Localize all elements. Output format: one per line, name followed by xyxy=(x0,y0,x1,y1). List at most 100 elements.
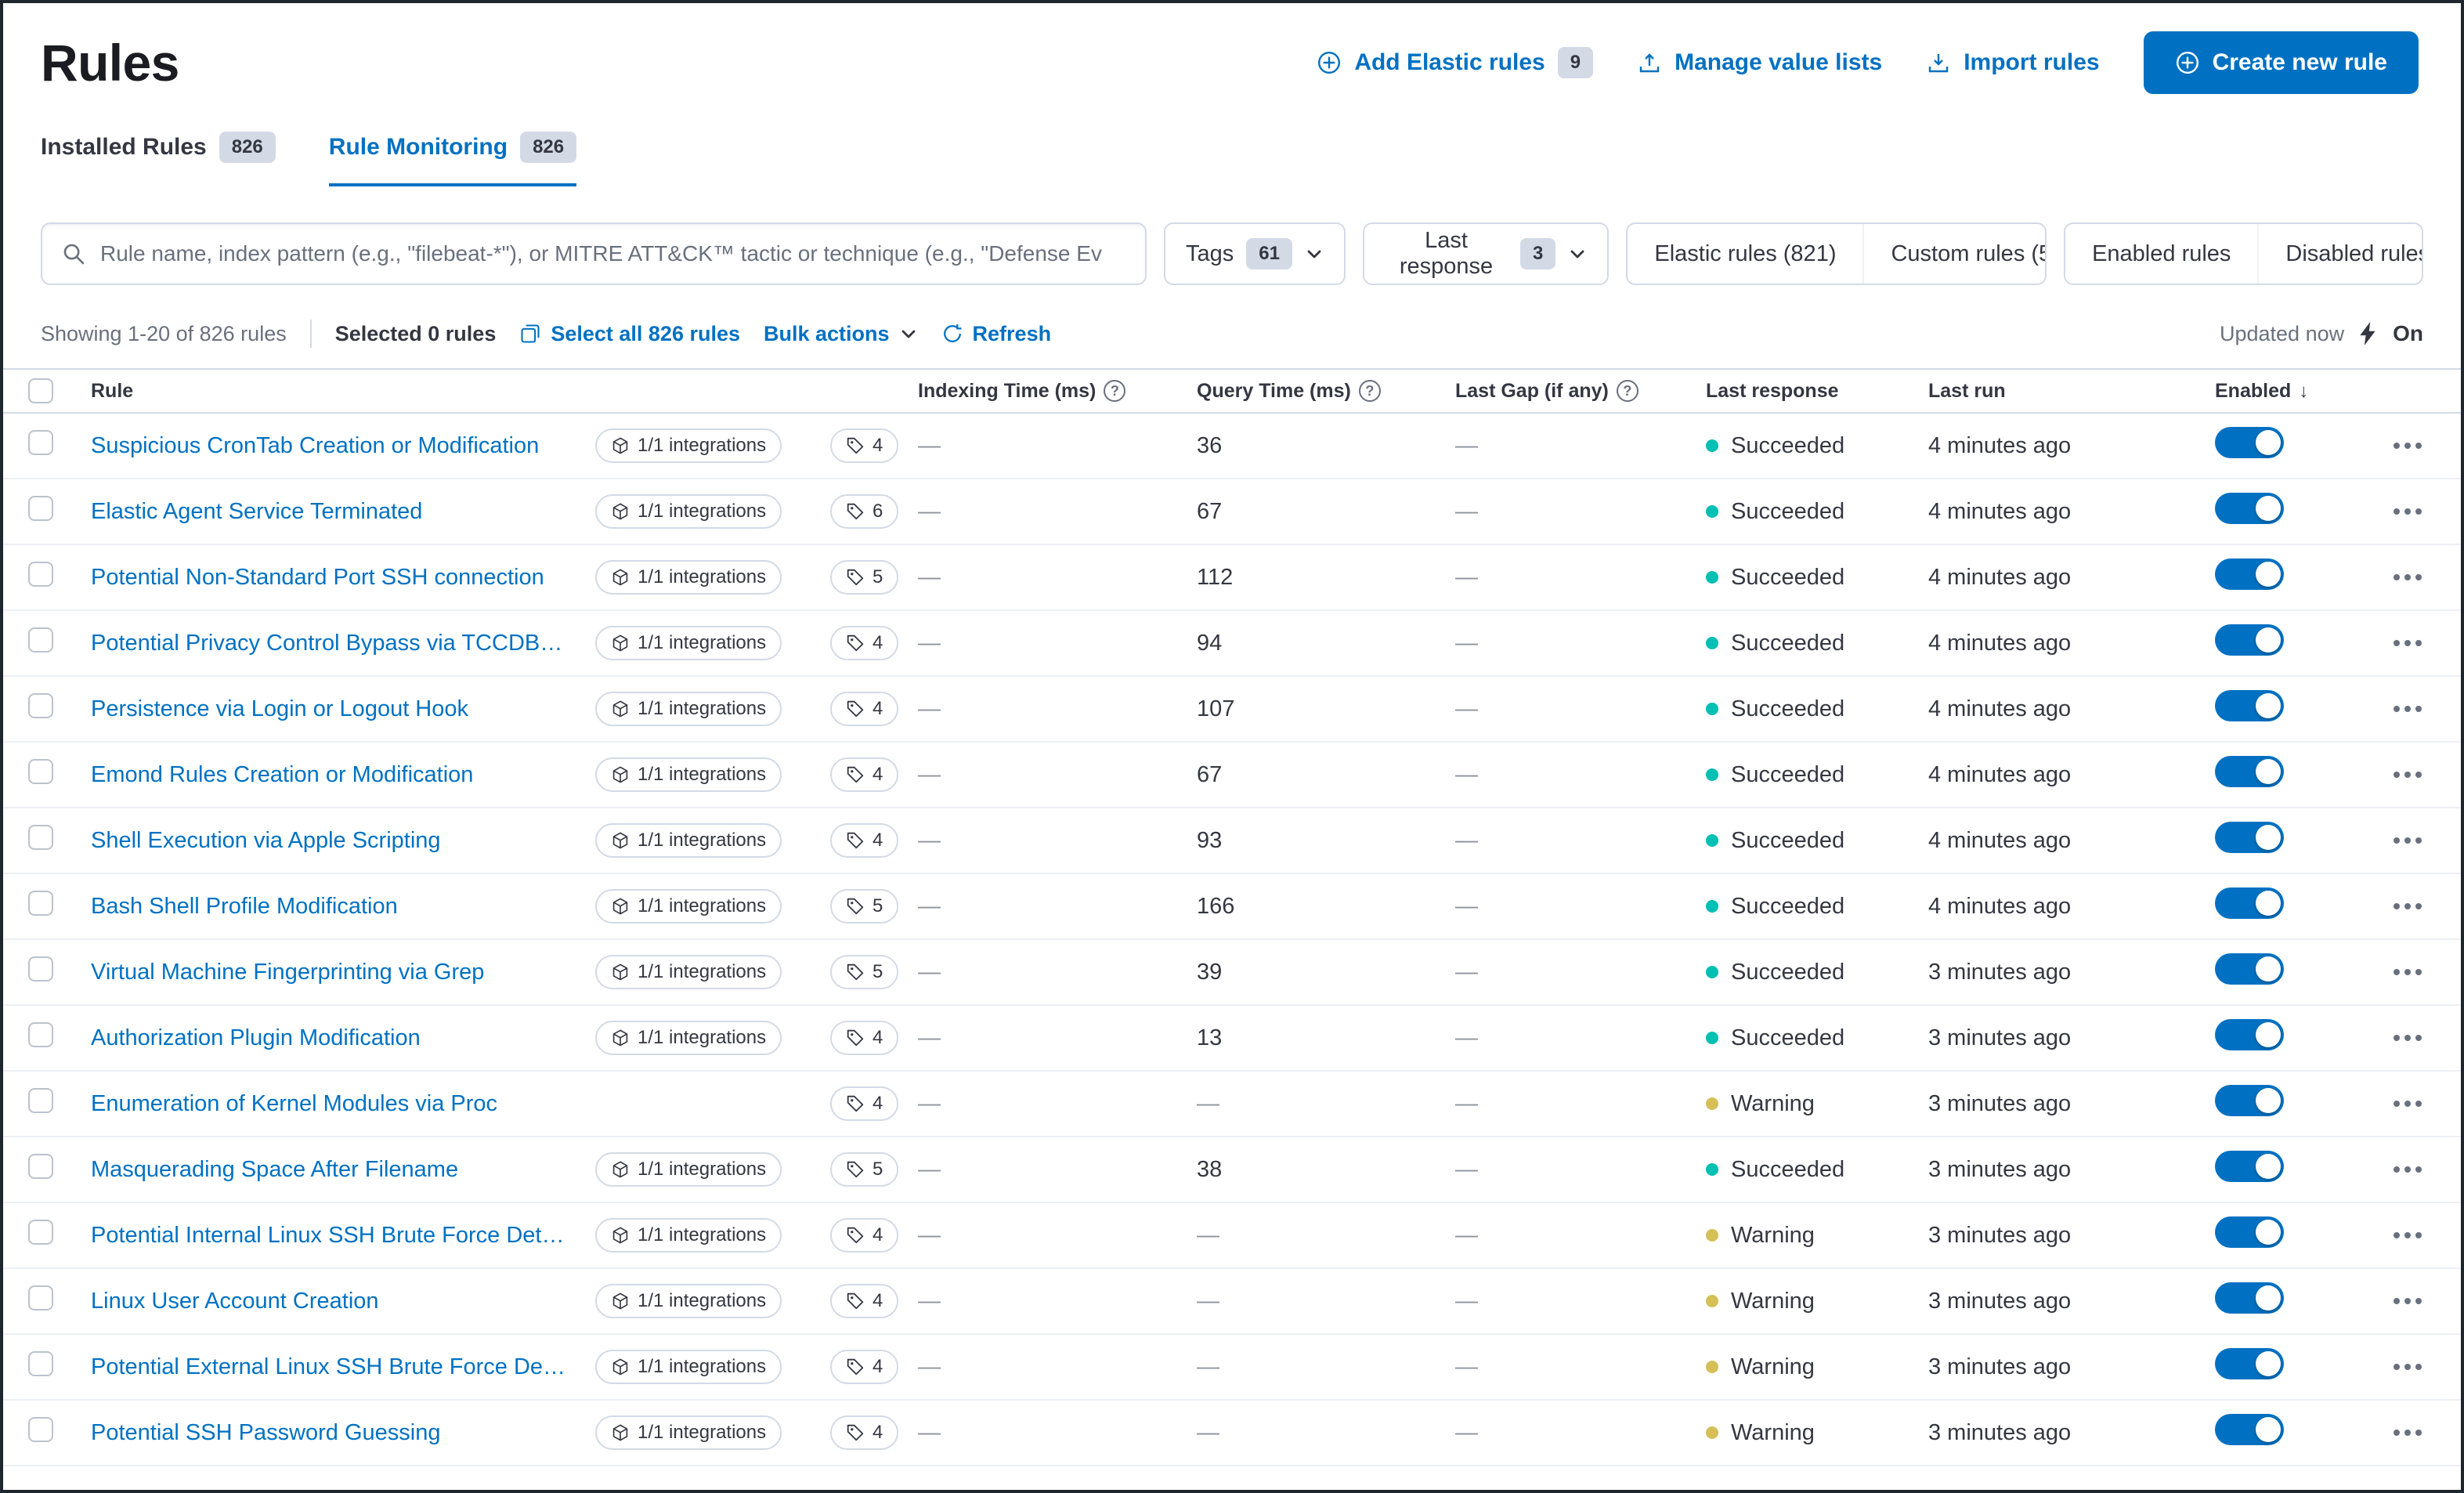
tags-badge[interactable]: 5 xyxy=(830,889,899,924)
row-actions-button[interactable] xyxy=(2392,825,2423,856)
bulk-actions-button[interactable]: Bulk actions xyxy=(764,322,918,346)
select-all-checkbox[interactable] xyxy=(28,378,53,403)
row-checkbox[interactable] xyxy=(28,1351,53,1376)
enabled-toggle[interactable] xyxy=(2215,493,2284,524)
tags-badge[interactable]: 4 xyxy=(830,1021,899,1055)
tags-badge[interactable]: 4 xyxy=(830,1218,899,1253)
tags-badge[interactable]: 4 xyxy=(830,757,899,792)
row-checkbox[interactable] xyxy=(28,693,53,718)
rule-name-link[interactable]: Suspicious CronTab Creation or Modificat… xyxy=(91,432,540,458)
rule-name-link[interactable]: Potential Privacy Control Bypass via TCC… xyxy=(91,630,563,656)
integrations-badge[interactable]: 1/1 integrations xyxy=(595,1218,782,1253)
enabled-toggle[interactable] xyxy=(2215,1085,2284,1116)
integrations-badge[interactable]: 1/1 integrations xyxy=(595,428,782,463)
rule-name-link[interactable]: Potential Internal Linux SSH Brute Force… xyxy=(91,1222,565,1248)
tags-badge[interactable]: 5 xyxy=(830,1152,899,1187)
row-actions-button[interactable] xyxy=(2392,759,2423,790)
rule-name-link[interactable]: Linux User Account Creation xyxy=(91,1288,379,1314)
create-new-rule-button[interactable]: Create new rule xyxy=(2143,31,2419,94)
tags-badge[interactable]: 5 xyxy=(830,955,899,989)
select-all-button[interactable]: Select all 826 rules xyxy=(519,322,740,346)
integrations-badge[interactable]: 1/1 integrations xyxy=(595,757,782,792)
tags-badge[interactable]: 4 xyxy=(830,1350,899,1384)
manage-value-lists-button[interactable]: Manage value lists xyxy=(1637,49,1882,76)
rule-name-link[interactable]: Elastic Agent Service Terminated xyxy=(91,498,423,524)
rule-name-link[interactable]: Shell Execution via Apple Scripting xyxy=(91,827,441,853)
integrations-badge[interactable]: 1/1 integrations xyxy=(595,1415,782,1450)
rule-name-link[interactable]: Persistence via Login or Logout Hook xyxy=(91,696,469,721)
enabled-toggle[interactable] xyxy=(2215,1019,2284,1050)
enabled-toggle[interactable] xyxy=(2215,559,2284,590)
tags-badge[interactable]: 4 xyxy=(830,1284,899,1318)
custom-rules-filter[interactable]: Custom rules (5) xyxy=(1862,224,2045,284)
row-actions-button[interactable] xyxy=(2392,1088,2423,1119)
row-checkbox[interactable] xyxy=(28,627,53,653)
tab-rule-monitoring[interactable]: Rule Monitoring 826 xyxy=(328,132,577,186)
tags-badge[interactable]: 4 xyxy=(830,823,899,858)
tags-badge[interactable]: 4 xyxy=(830,692,899,726)
tags-badge[interactable]: 4 xyxy=(830,428,899,463)
enabled-rules-filter[interactable]: Enabled rules xyxy=(2092,240,2231,266)
enabled-toggle[interactable] xyxy=(2215,822,2284,853)
tab-installed-rules[interactable]: Installed Rules 826 xyxy=(41,132,276,186)
row-checkbox[interactable] xyxy=(28,1088,53,1113)
row-actions-button[interactable] xyxy=(2392,496,2423,527)
row-actions-button[interactable] xyxy=(2392,1285,2423,1317)
row-actions-button[interactable] xyxy=(2392,891,2423,922)
integrations-badge[interactable]: 1/1 integrations xyxy=(595,494,782,529)
row-checkbox[interactable] xyxy=(28,430,53,455)
rule-name-link[interactable]: Emond Rules Creation or Modification xyxy=(91,761,474,787)
help-icon[interactable] xyxy=(1104,380,1126,402)
row-actions-button[interactable] xyxy=(2392,1220,2423,1251)
enabled-toggle[interactable] xyxy=(2215,624,2284,656)
tags-filter-button[interactable]: Tags 61 xyxy=(1164,222,1346,285)
row-checkbox[interactable] xyxy=(28,1022,53,1047)
enabled-toggle[interactable] xyxy=(2215,1414,2284,1445)
rule-name-link[interactable]: Masquerading Space After Filename xyxy=(91,1156,459,1182)
add-elastic-rules-button[interactable]: Add Elastic rules 9 xyxy=(1317,47,1594,78)
integrations-badge[interactable]: 1/1 integrations xyxy=(595,823,782,858)
row-actions-button[interactable] xyxy=(2392,1351,2423,1383)
column-header-last-gap[interactable]: Last Gap (if any) xyxy=(1455,380,1706,403)
row-checkbox[interactable] xyxy=(28,562,53,587)
column-header-last-response[interactable]: Last response xyxy=(1706,380,1928,403)
elastic-rules-filter[interactable]: Elastic rules (821) xyxy=(1654,240,1837,266)
help-icon[interactable] xyxy=(1358,380,1381,402)
row-actions-button[interactable] xyxy=(2392,956,2423,988)
row-checkbox[interactable] xyxy=(28,1285,53,1310)
row-actions-button[interactable] xyxy=(2392,1022,2423,1054)
row-actions-button[interactable] xyxy=(2392,1417,2423,1448)
row-checkbox[interactable] xyxy=(28,759,53,784)
integrations-badge[interactable]: 1/1 integrations xyxy=(595,1152,782,1187)
row-checkbox[interactable] xyxy=(28,496,53,521)
enabled-toggle[interactable] xyxy=(2215,1151,2284,1182)
tags-badge[interactable]: 4 xyxy=(830,1415,899,1450)
row-actions-button[interactable] xyxy=(2392,627,2423,659)
column-header-rule[interactable]: Rule xyxy=(91,380,595,403)
import-rules-button[interactable]: Import rules xyxy=(1926,49,2100,76)
integrations-badge[interactable]: 1/1 integrations xyxy=(595,955,782,989)
rule-name-link[interactable]: Authorization Plugin Modification xyxy=(91,1025,421,1050)
last-response-filter-button[interactable]: Last response 3 xyxy=(1362,222,1610,285)
integrations-badge[interactable]: 1/1 integrations xyxy=(595,692,782,726)
row-checkbox[interactable] xyxy=(28,825,53,850)
row-checkbox[interactable] xyxy=(28,891,53,916)
refresh-button[interactable]: Refresh xyxy=(941,322,1051,346)
enabled-toggle[interactable] xyxy=(2215,1348,2284,1379)
integrations-badge[interactable]: 1/1 integrations xyxy=(595,1021,782,1055)
enabled-toggle[interactable] xyxy=(2215,1282,2284,1314)
rule-name-link[interactable]: Potential Non-Standard Port SSH connecti… xyxy=(91,564,544,590)
tags-badge[interactable]: 6 xyxy=(830,494,899,529)
rule-name-link[interactable]: Potential External Linux SSH Brute Force… xyxy=(91,1354,566,1379)
disabled-rules-filter[interactable]: Disabled rules xyxy=(2257,224,2422,284)
integrations-badge[interactable]: 1/1 integrations xyxy=(595,1350,782,1384)
column-header-query-time[interactable]: Query Time (ms) xyxy=(1197,380,1455,403)
tags-badge[interactable]: 4 xyxy=(830,1086,899,1121)
help-icon[interactable] xyxy=(1616,380,1638,402)
enabled-toggle[interactable] xyxy=(2215,690,2284,721)
enabled-toggle[interactable] xyxy=(2215,953,2284,985)
rule-search-input[interactable] xyxy=(100,241,1126,266)
column-header-indexing-time[interactable]: Indexing Time (ms) xyxy=(918,380,1197,403)
rule-name-link[interactable]: Bash Shell Profile Modification xyxy=(91,893,398,919)
column-header-enabled[interactable]: Enabled xyxy=(2215,380,2364,403)
